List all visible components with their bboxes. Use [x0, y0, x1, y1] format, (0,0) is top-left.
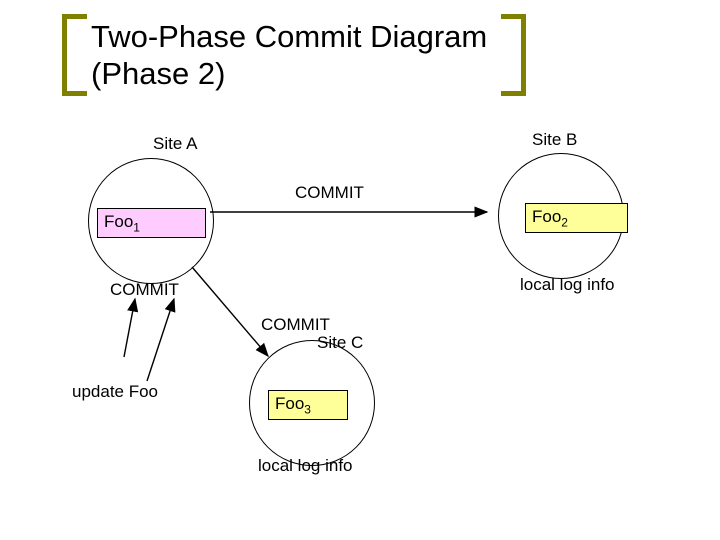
- foo1-label-base: Foo: [104, 212, 133, 231]
- foo2-box: Foo2: [525, 203, 628, 233]
- foo1-box: Foo1: [97, 208, 206, 238]
- arrow-commit-left: [124, 299, 135, 357]
- commit-ac-label: COMMIT: [261, 315, 330, 335]
- foo2-label-base: Foo: [532, 207, 561, 226]
- bracket-left-icon: [62, 14, 87, 96]
- local-log-b-label: local log info: [520, 275, 615, 295]
- foo3-box: Foo3: [268, 390, 348, 420]
- bracket-right-icon: [501, 14, 526, 96]
- local-log-c-label: local log info: [258, 456, 353, 476]
- update-foo-label: update Foo: [72, 382, 158, 402]
- commit-left-label: COMMIT: [110, 280, 179, 300]
- foo1-label-sub: 1: [133, 220, 140, 234]
- arrow-update-foo: [147, 299, 174, 381]
- title-line2: (Phase 2): [91, 56, 225, 91]
- slide-title: Two-Phase Commit Diagram (Phase 2): [62, 14, 526, 96]
- title-line1: Two-Phase Commit Diagram: [91, 19, 487, 54]
- commit-ab-label: COMMIT: [295, 183, 364, 203]
- foo2-label-sub: 2: [561, 215, 568, 229]
- site-a-label: Site A: [153, 134, 197, 154]
- foo3-label-base: Foo: [275, 394, 304, 413]
- title-text: Two-Phase Commit Diagram (Phase 2): [87, 14, 491, 96]
- site-b-label: Site B: [532, 130, 577, 150]
- arrow-commit-ac: [192, 267, 268, 356]
- foo3-label-sub: 3: [304, 402, 311, 416]
